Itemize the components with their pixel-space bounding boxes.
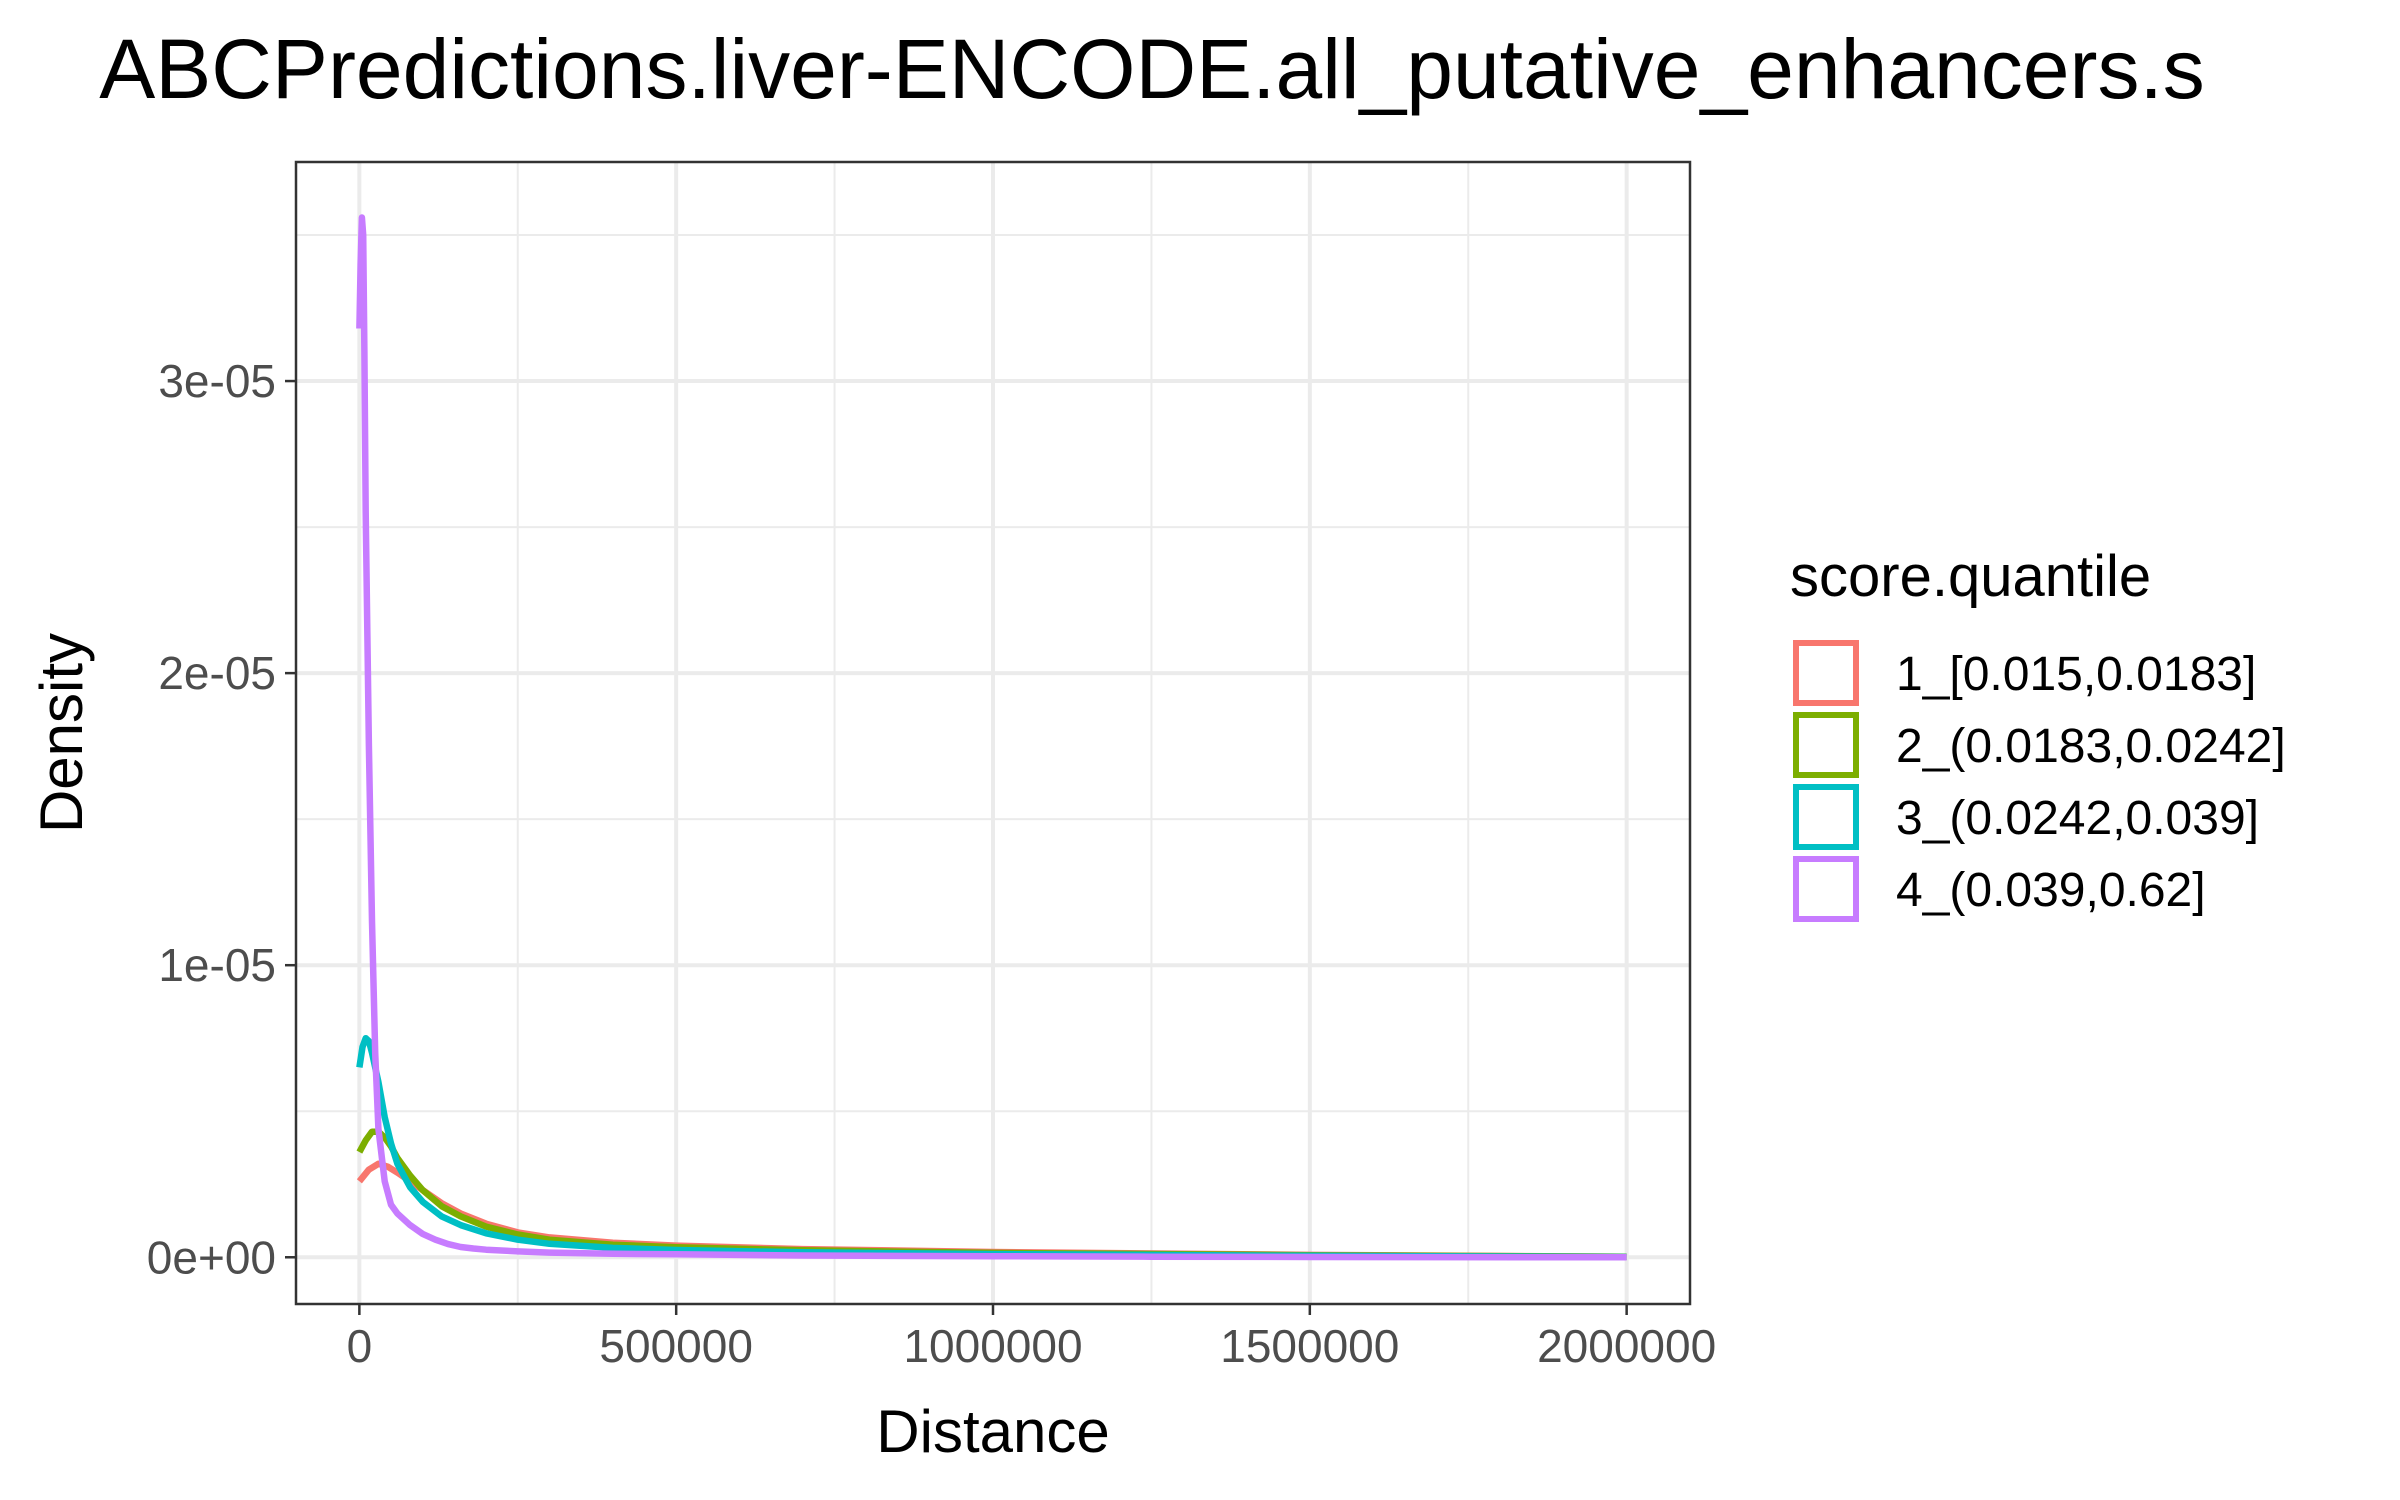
legend-key-4	[1793, 856, 1859, 922]
legend-label-4: 4_(0.039,0.62]	[1896, 864, 2206, 917]
grid-lines	[296, 162, 1690, 1304]
y-tick-label: 1e-05	[158, 939, 276, 991]
x-tick-label: 1000000	[903, 1320, 1082, 1372]
x-axis-title: Distance	[876, 1398, 1109, 1465]
legend-label-2: 2_(0.0183,0.0242]	[1896, 720, 2286, 773]
series-line-3	[356, 1034, 1627, 1261]
legend-key-1	[1793, 640, 1859, 706]
legend-label-1: 1_[0.015,0.0183]	[1896, 648, 2256, 701]
x-tick-label: 0	[347, 1320, 373, 1372]
series-lines	[356, 214, 1627, 1261]
x-tick-label: 500000	[599, 1320, 753, 1372]
series-line-4	[356, 214, 1627, 1261]
y-tick-label: 2e-05	[158, 647, 276, 699]
x-tick-label: 2000000	[1537, 1320, 1716, 1372]
y-tick-label: 3e-05	[158, 355, 276, 407]
legend-title: score.quantile	[1790, 544, 2151, 609]
axes: 0 500000 1000000 1500000 2000000 0e+00 1e-05 2e…	[147, 355, 1716, 1372]
y-axis-title: Density	[28, 633, 95, 833]
y-tick-label: 0e+00	[147, 1231, 276, 1283]
chart-title: ABCPredictions.liver-ENCODE.all_putative…	[99, 22, 2205, 116]
legend-label-3: 3_(0.0242,0.039]	[1896, 792, 2259, 845]
legend: score.quantile 1_[0.015,0.0183] 2_(0.0183…	[1790, 544, 2286, 922]
x-tick-label: 1500000	[1220, 1320, 1399, 1372]
legend-key-2	[1793, 712, 1859, 778]
legend-key-3	[1793, 784, 1859, 850]
